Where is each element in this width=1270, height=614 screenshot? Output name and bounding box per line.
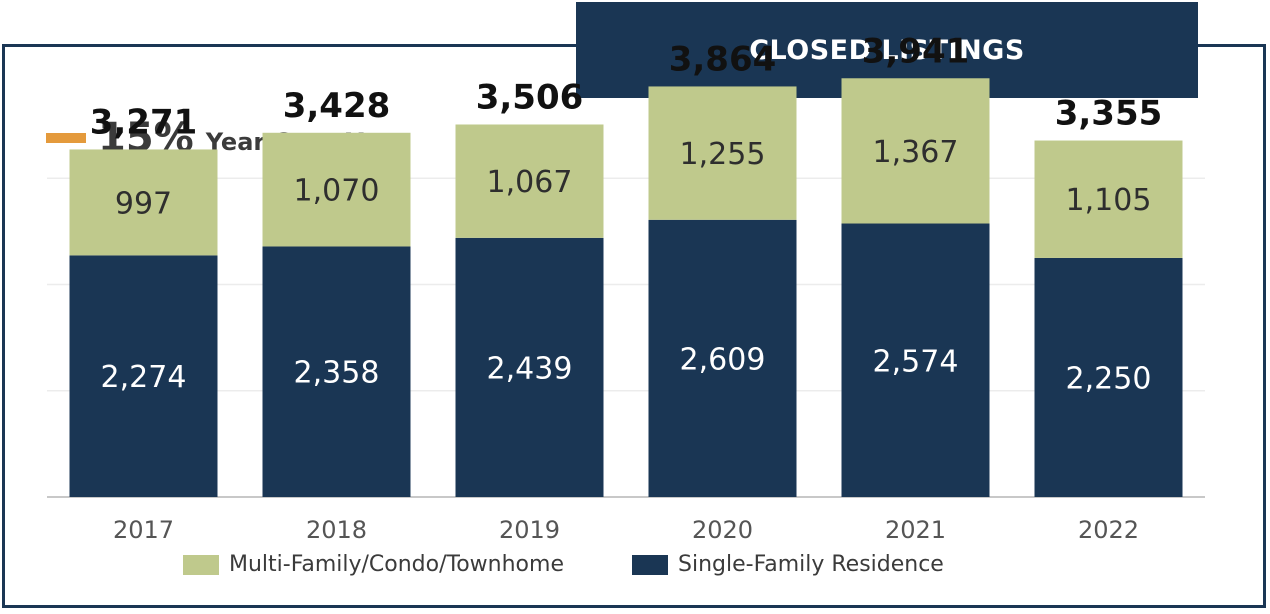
data-label-single-family: 2,439 <box>487 351 573 386</box>
data-label-single-family: 2,274 <box>101 360 187 395</box>
data-label-multi-family: 1,070 <box>294 174 380 209</box>
x-tick-label: 2022 <box>1078 516 1139 544</box>
data-label-total: 3,428 <box>283 86 391 126</box>
yoy-marker <box>46 133 86 143</box>
data-label-total: 3,506 <box>476 77 584 117</box>
data-label-total: 3,941 <box>862 31 970 71</box>
x-tick-label: 2017 <box>113 516 174 544</box>
bar-single-family <box>69 255 218 497</box>
legend-item-single-family: Single-Family Residence <box>632 552 944 577</box>
legend-item-multi-family: Multi-Family/Condo/Townhome <box>183 552 564 577</box>
bar-single-family <box>841 223 990 497</box>
bar-multi-family <box>841 78 990 224</box>
data-label-single-family: 2,574 <box>873 344 959 379</box>
legend-swatch-single-family <box>632 554 668 575</box>
data-label-multi-family: 1,255 <box>680 137 766 172</box>
data-label-total: 3,355 <box>1055 94 1163 134</box>
bar-single-family <box>455 237 604 497</box>
x-tick-label: 2021 <box>885 516 946 544</box>
bar-single-family <box>1034 257 1183 497</box>
x-tick-label: 2018 <box>306 516 367 544</box>
data-label-multi-family: 1,367 <box>873 135 959 170</box>
data-label-total: 3,864 <box>669 39 777 79</box>
legend-label-multi-family: Multi-Family/Condo/Townhome <box>229 552 564 577</box>
data-label-single-family: 2,358 <box>294 356 380 391</box>
bar-single-family <box>648 219 797 497</box>
data-label-multi-family: 1,067 <box>487 165 573 200</box>
bar-multi-family <box>455 124 604 238</box>
bar-multi-family <box>262 132 411 247</box>
bar-multi-family <box>1034 140 1183 258</box>
bar-multi-family <box>69 149 218 256</box>
bar-single-family <box>262 246 411 497</box>
legend-swatch-multi-family <box>183 554 219 575</box>
bar-multi-family <box>648 86 797 220</box>
data-label-single-family: 2,609 <box>680 342 766 377</box>
x-tick-label: 2019 <box>499 516 560 544</box>
legend-label-single-family: Single-Family Residence <box>678 552 944 577</box>
data-label-multi-family: 1,105 <box>1066 183 1152 218</box>
data-label-total: 3,271 <box>90 102 198 142</box>
x-tick-label: 2020 <box>692 516 753 544</box>
data-label-single-family: 2,250 <box>1066 361 1152 396</box>
chart-legend: Multi-Family/Condo/Townhome Single-Famil… <box>0 552 1270 586</box>
data-label-multi-family: 997 <box>115 186 172 221</box>
